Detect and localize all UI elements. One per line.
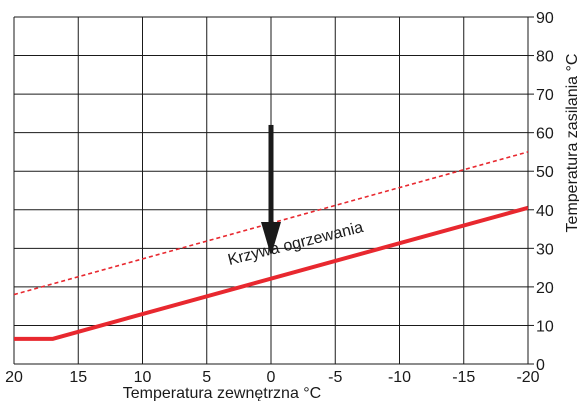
x-tick-label: 0 — [267, 369, 276, 386]
x-tick-label: -15 — [452, 369, 475, 386]
series-line-0-solid — [14, 205, 528, 341]
y-tick-labels: 0 10 20 30 40 50 60 70 80 90 — [536, 10, 554, 374]
y-tick-label: 60 — [536, 126, 554, 143]
y-tick-label: 80 — [536, 49, 554, 66]
x-axis-title: Temperatura zewnętrzna °C — [123, 385, 321, 401]
x-tick-label: -20 — [516, 369, 539, 386]
down-arrow-head — [261, 222, 281, 257]
down-arrow-shaft — [268, 124, 274, 224]
y-tick-label: 30 — [536, 241, 554, 258]
y-axis-title: Temperatura zasilania °C — [564, 54, 579, 233]
x-tick-label: -10 — [388, 369, 411, 386]
x-tick-labels: 20 15 10 5 0 -5 -10 -15 -20 — [5, 369, 540, 386]
y-tick-label: 90 — [536, 10, 554, 27]
y-tick-label: 20 — [536, 280, 554, 297]
x-tick-label: 10 — [134, 369, 152, 386]
x-tick-label: 15 — [69, 369, 87, 386]
y-tick-label: 50 — [536, 164, 554, 181]
arrow-layer — [261, 124, 281, 257]
y-tick-label: 10 — [536, 318, 554, 335]
y-tick-label: 40 — [536, 203, 554, 220]
x-tick-label: -5 — [328, 369, 342, 386]
grid — [13, 16, 534, 365]
curve-label: Krzywa ogrzewania — [226, 219, 365, 269]
y-tick-label: 0 — [536, 357, 545, 374]
y-tick-label: 70 — [536, 87, 554, 104]
x-tick-label: 5 — [202, 369, 211, 386]
x-tick-label: 20 — [5, 369, 23, 386]
